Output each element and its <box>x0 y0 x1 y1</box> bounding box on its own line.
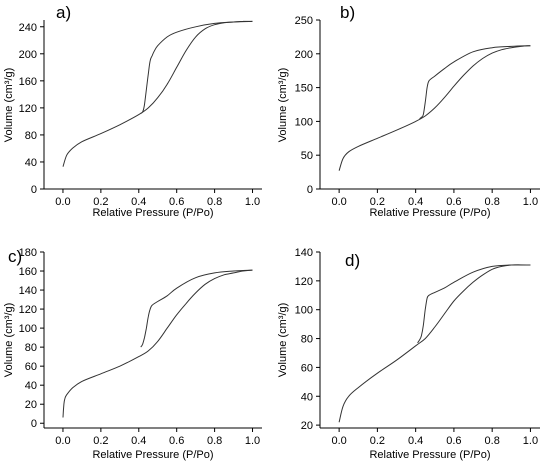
desorption-curve <box>417 264 531 344</box>
y-tick-label: 180 <box>19 247 37 259</box>
panel-label: a) <box>56 3 71 22</box>
x-tick-label: 0.8 <box>485 435 500 447</box>
y-axis-title: Volume (cm³/g) <box>277 68 289 143</box>
adsorption-curve <box>62 269 253 418</box>
y-tick-label: 150 <box>295 83 313 95</box>
y-axis-title: Volume (cm³/g) <box>3 303 15 378</box>
x-tick-label: 0.4 <box>408 196 423 208</box>
x-tick-label: 0.0 <box>55 435 70 447</box>
y-tick-label: 80 <box>25 342 37 354</box>
y-tick-label: 120 <box>19 304 37 316</box>
y-tick-label: 200 <box>19 49 37 61</box>
x-axis-title: Relative Pressure (P/Po) <box>92 207 213 219</box>
x-tick-label: 0.6 <box>169 435 184 447</box>
panel-label: b) <box>340 3 355 22</box>
y-axis-title: Volume (cm³/g) <box>3 68 15 143</box>
x-tick-label: 0.6 <box>169 196 184 208</box>
y-tick-label: 160 <box>19 266 37 278</box>
x-tick-label: 0.2 <box>93 196 108 208</box>
y-tick-label: 80 <box>301 334 313 346</box>
x-tick-label: 0.6 <box>446 196 461 208</box>
y-tick-label: 0 <box>31 184 37 196</box>
panel-2: 0 50 100 150 200 250 0.0 0.2 0.4 0.6 0.8 1.0 Relativ… <box>277 3 540 219</box>
y-tick-label: 100 <box>295 116 313 128</box>
desorption-curve <box>419 45 531 120</box>
x-tick-label: 0.8 <box>485 196 500 208</box>
y-tick-label: 50 <box>301 150 313 162</box>
x-tick-label: 0.6 <box>446 435 461 447</box>
y-tick-label: 60 <box>301 362 313 374</box>
y-tick-label: 80 <box>25 130 37 142</box>
x-tick-label: 0.2 <box>370 435 385 447</box>
x-tick-label: 0.8 <box>207 435 222 447</box>
y-tick-label: 120 <box>295 276 313 288</box>
y-tick-label: 100 <box>19 323 37 335</box>
adsorption-curve <box>338 264 531 423</box>
panel-label: c) <box>8 247 22 266</box>
y-tick-label: 0 <box>307 184 313 196</box>
x-tick-label: 0.4 <box>408 435 423 447</box>
y-tick-label: 40 <box>25 380 37 392</box>
y-tick-label: 240 <box>19 22 37 34</box>
panel-4: 20 40 60 80 100 120 140 0.0 0.2 0.4 0.6 0.8 1.0 Relat… <box>277 247 540 461</box>
y-tick-label: 40 <box>301 391 313 403</box>
y-tick-label: 140 <box>295 247 313 259</box>
panel-1: 0 40 80 120 160 200 240 0.0 0.2 0.4 0.6 0.8 1.0 Relat… <box>3 3 262 219</box>
y-tick-label: 140 <box>19 285 37 297</box>
desorption-curve <box>140 269 253 348</box>
x-tick-label: 0.2 <box>93 435 108 447</box>
y-tick-label: 20 <box>25 399 37 411</box>
y-tick-label: 0 <box>31 418 37 430</box>
y-axis-title: Volume (cm³/g) <box>277 303 289 378</box>
x-tick-label: 0.2 <box>370 196 385 208</box>
y-tick-label: 100 <box>295 305 313 317</box>
x-tick-label: 0.8 <box>207 196 222 208</box>
x-tick-label: 0.4 <box>131 435 146 447</box>
x-tick-label: 0.0 <box>55 196 70 208</box>
y-tick-label: 20 <box>301 420 313 432</box>
x-tick-label: 1.0 <box>523 435 538 447</box>
adsorption-curve <box>338 45 531 171</box>
x-tick-label: 0.0 <box>331 435 346 447</box>
x-tick-label: 1.0 <box>245 196 260 208</box>
y-tick-label: 120 <box>19 103 37 115</box>
y-tick-label: 160 <box>19 76 37 88</box>
panel-3: 0 20 40 60 80 100 120 140 160 180 0.0 0.2 0.4 0.6 0.8 1… <box>3 247 262 461</box>
x-tick-label: 0.4 <box>131 196 146 208</box>
x-axis-title: Relative Pressure (P/Po) <box>369 207 490 219</box>
y-tick-label: 250 <box>295 15 313 27</box>
panel-label: d) <box>345 251 360 270</box>
y-tick-label: 60 <box>25 361 37 373</box>
x-tick-label: 1.0 <box>245 435 260 447</box>
x-tick-label: 0.0 <box>331 196 346 208</box>
adsorption-curve <box>62 20 253 167</box>
y-tick-label: 200 <box>295 49 313 61</box>
x-axis-title: Relative Pressure (P/Po) <box>92 449 213 461</box>
x-tick-label: 1.0 <box>523 196 538 208</box>
y-tick-label: 40 <box>25 157 37 169</box>
desorption-curve <box>140 20 253 114</box>
x-axis-title: Relative Pressure (P/Po) <box>369 449 490 461</box>
